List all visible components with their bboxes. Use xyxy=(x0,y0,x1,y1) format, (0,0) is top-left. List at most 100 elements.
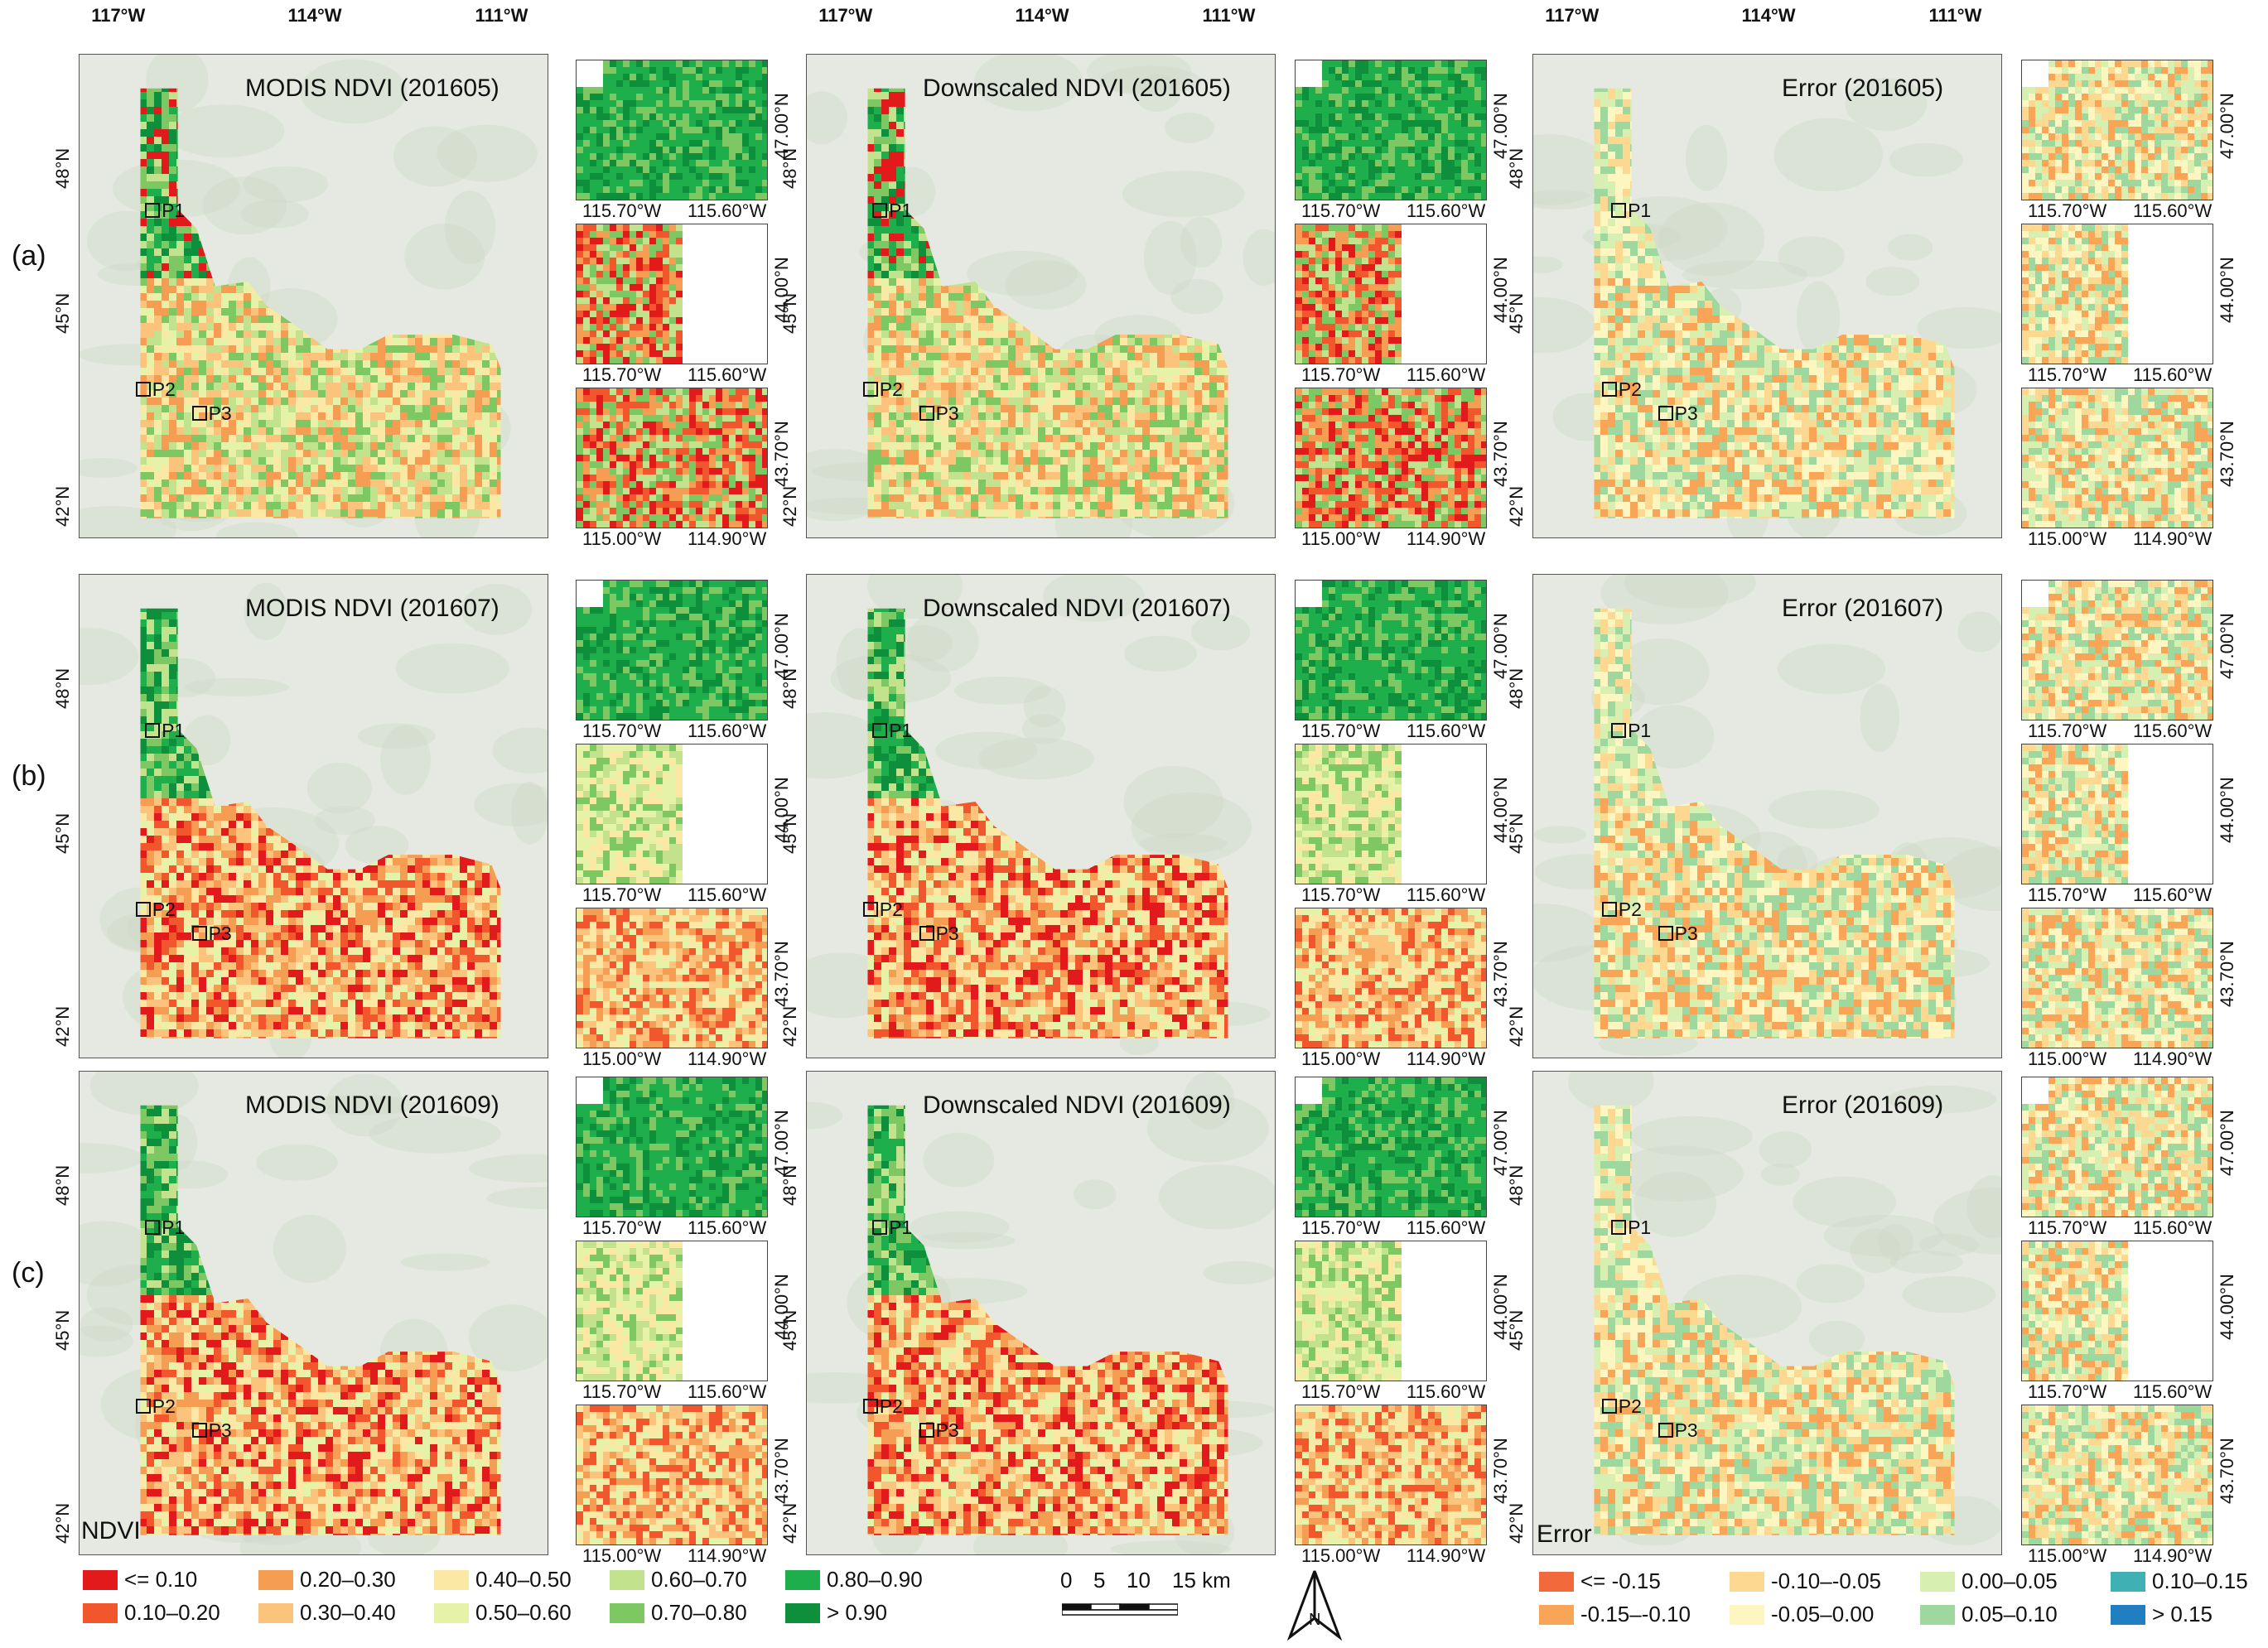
inset-west-label: 115.70°W xyxy=(582,1383,661,1401)
lat-axis-label: 48°N xyxy=(52,1165,74,1206)
legend-label: -0.10–-0.05 xyxy=(1771,1568,1881,1593)
inset-east-label: 114.90°W xyxy=(688,530,766,548)
inset-panel xyxy=(576,224,768,364)
legend-label: -0.15–-0.10 xyxy=(1580,1602,1691,1626)
inset-panel xyxy=(1295,580,1487,720)
ndvi-legend-item: 0.30–0.40 xyxy=(258,1600,396,1626)
point-marker-p1: P1 xyxy=(1611,720,1651,742)
map-panel: Downscaled NDVI (201609) P1 P2 P3 xyxy=(806,1071,1276,1555)
inset-west-label: 115.00°W xyxy=(582,1547,661,1565)
inset-east-label: 115.60°W xyxy=(688,886,766,904)
ndvi-legend-title: NDVI xyxy=(81,1517,141,1545)
point-label: P2 xyxy=(1619,378,1642,400)
inset-lat-label: 43.70°N xyxy=(1490,421,1512,487)
inset-east-label: 115.60°W xyxy=(2133,886,2212,904)
top-axis-label: 114°W xyxy=(1742,7,1796,25)
point-marker-p2: P2 xyxy=(135,1395,176,1418)
inset-east-label: 115.60°W xyxy=(1407,722,1485,740)
inset-lat-label: 44.00°N xyxy=(2217,1274,2238,1340)
panel-title: Error (201607) xyxy=(1782,595,1943,623)
error-legend-item: 0.00–0.05 xyxy=(1920,1568,2058,1594)
legend-swatch xyxy=(434,1603,469,1623)
lat-axis-label: 45°N xyxy=(1506,813,1527,854)
inset-east-label: 114.90°W xyxy=(1407,530,1485,548)
point-box xyxy=(1611,202,1627,218)
inset-east-label: 115.60°W xyxy=(2133,722,2212,740)
inset-panel xyxy=(2021,908,2213,1048)
legend-label: > 0.90 xyxy=(827,1600,887,1625)
point-marker-p3: P3 xyxy=(191,402,232,425)
point-label: P1 xyxy=(889,1217,912,1238)
legend-label: <= -0.15 xyxy=(1580,1568,1661,1593)
ndvi-legend-item: 0.20–0.30 xyxy=(258,1567,396,1593)
lat-axis-label: 48°N xyxy=(1506,148,1527,189)
inset-east-label: 115.60°W xyxy=(2133,366,2212,384)
legend-label: 0.20–0.30 xyxy=(300,1567,396,1592)
legend-label: > 0.15 xyxy=(2152,1602,2213,1626)
inset-east-label: 115.60°W xyxy=(688,366,766,384)
inset-panel xyxy=(2021,1241,2213,1381)
inset-panel xyxy=(1295,744,1487,884)
error-legend-item: 0.05–0.10 xyxy=(1920,1602,2058,1627)
point-label: P3 xyxy=(209,402,232,424)
legend-label: 0.10–0.15 xyxy=(2152,1568,2248,1593)
legend-swatch xyxy=(258,1603,293,1623)
point-marker-p3: P3 xyxy=(191,923,232,945)
point-marker-p3: P3 xyxy=(919,1419,959,1442)
scale-tick-label: 15 km xyxy=(1172,1569,1231,1591)
inset-panel xyxy=(576,1077,768,1217)
legend-swatch xyxy=(1920,1605,1955,1625)
row-label: (b) xyxy=(12,760,46,793)
inset-panel xyxy=(2021,224,2213,364)
inset-west-label: 115.00°W xyxy=(582,530,661,548)
lat-axis-label: 42°N xyxy=(1506,486,1527,527)
point-box xyxy=(191,1422,207,1438)
point-box xyxy=(862,1398,878,1414)
inset-panel xyxy=(576,60,768,200)
ndvi-legend-item: 0.60–0.70 xyxy=(610,1567,747,1593)
inset-west-label: 115.70°W xyxy=(582,722,661,740)
inset-lat-label: 43.70°N xyxy=(771,941,793,1007)
point-box xyxy=(191,925,207,941)
map-panel: Downscaled NDVI (201605) P1 P2 P3 xyxy=(806,54,1276,538)
scale-tick-label: 10 xyxy=(1127,1569,1151,1591)
point-marker-p1: P1 xyxy=(145,720,185,742)
lat-axis-label: 42°N xyxy=(1506,1503,1527,1544)
inset-lat-label: 43.70°N xyxy=(2217,421,2238,487)
legend-swatch xyxy=(434,1570,469,1590)
point-marker-p1: P1 xyxy=(145,200,185,222)
point-marker-p3: P3 xyxy=(919,923,959,945)
panel-title: Error (201605) xyxy=(1782,75,1943,103)
point-label: P3 xyxy=(936,1419,959,1441)
scale-bar-graphic xyxy=(1062,1603,1178,1616)
point-marker-p1: P1 xyxy=(872,720,912,742)
point-marker-p1: P1 xyxy=(872,1217,912,1239)
error-legend-item: -0.10–-0.05 xyxy=(1730,1568,1881,1594)
point-marker-p2: P2 xyxy=(1601,378,1642,401)
point-box xyxy=(1658,1422,1673,1438)
inset-west-label: 115.00°W xyxy=(2028,530,2106,548)
point-label: P3 xyxy=(209,923,232,944)
inset-panel xyxy=(1295,388,1487,528)
inset-lat-label: 47.00°N xyxy=(2217,93,2238,159)
point-marker-p1: P1 xyxy=(1611,1217,1651,1239)
point-marker-p1: P1 xyxy=(872,200,912,222)
inset-lat-label: 47.00°N xyxy=(2217,1110,2238,1176)
inset-west-label: 115.70°W xyxy=(2028,366,2106,384)
inset-west-label: 115.70°W xyxy=(582,366,661,384)
legend-swatch xyxy=(1920,1572,1955,1592)
point-marker-p3: P3 xyxy=(1658,1419,1698,1442)
point-label: P2 xyxy=(152,899,176,920)
point-box xyxy=(872,722,888,738)
inset-east-label: 115.60°W xyxy=(2133,1383,2212,1401)
ndvi-legend-item: 0.70–0.80 xyxy=(610,1600,747,1626)
lat-axis-label: 48°N xyxy=(52,148,74,189)
inset-west-label: 115.70°W xyxy=(1301,722,1380,740)
top-axis-label: 114°W xyxy=(288,7,342,25)
error-legend-item: 0.10–0.15 xyxy=(2111,1568,2248,1594)
point-box xyxy=(919,1422,934,1438)
inset-lat-label: 43.70°N xyxy=(2217,941,2238,1007)
inset-east-label: 115.60°W xyxy=(2133,1219,2212,1237)
point-box xyxy=(1658,925,1673,941)
inset-east-label: 115.60°W xyxy=(2133,202,2212,220)
